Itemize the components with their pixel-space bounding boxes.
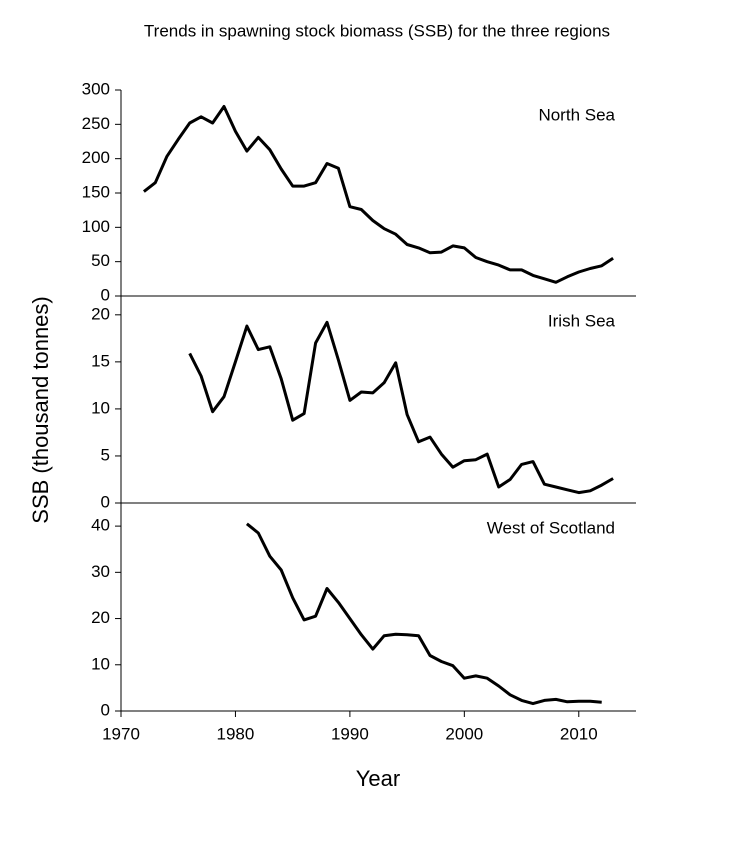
- y-tick-label: 250: [82, 114, 110, 133]
- y-tick-label: 300: [82, 79, 110, 98]
- y-tick-label: 30: [91, 562, 110, 581]
- y-tick-label: 20: [91, 304, 110, 323]
- y-tick-label: 100: [82, 217, 110, 236]
- chart-title: Trends in spawning stock biomass (SSB) f…: [144, 21, 610, 40]
- y-tick-label: 200: [82, 148, 110, 167]
- x-tick-label: 2000: [445, 724, 483, 743]
- data-line: [245, 522, 602, 706]
- y-tick-label: 10: [91, 398, 110, 417]
- series-label: North Sea: [538, 105, 615, 124]
- series-label: West of Scotland: [487, 518, 615, 537]
- y-tick-label: 5: [101, 445, 110, 464]
- y-axis-label: SSB (thousand tonnes): [28, 296, 53, 523]
- x-tick-label: 1970: [102, 724, 140, 743]
- y-tick-label: 0: [101, 700, 110, 719]
- data-line: [142, 105, 614, 284]
- x-tick-label: 1980: [217, 724, 255, 743]
- y-tick-label: 20: [91, 608, 110, 627]
- series-label: Irish Sea: [548, 311, 616, 330]
- y-tick-label: 15: [91, 351, 110, 370]
- y-tick-label: 0: [101, 492, 110, 511]
- data-line: [188, 320, 614, 495]
- y-tick-label: 0: [101, 285, 110, 304]
- y-tick-label: 10: [91, 654, 110, 673]
- y-tick-label: 40: [91, 516, 110, 535]
- x-axis-label: Year: [356, 766, 400, 791]
- x-tick-label: 2010: [560, 724, 598, 743]
- y-tick-label: 50: [91, 251, 110, 270]
- y-tick-label: 150: [82, 182, 110, 201]
- x-tick-label: 1990: [331, 724, 369, 743]
